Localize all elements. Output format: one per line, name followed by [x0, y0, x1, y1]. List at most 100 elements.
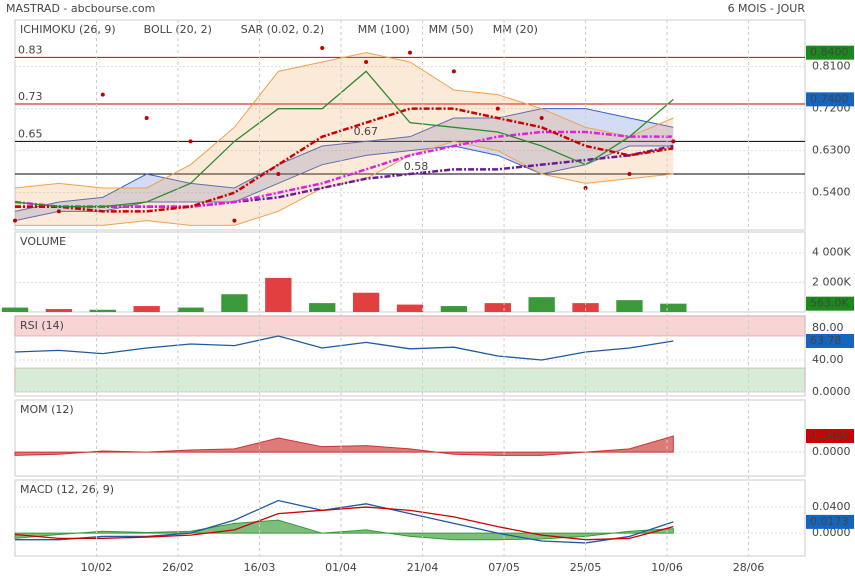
sar-dot — [539, 116, 544, 120]
y-tick-label: 4 000K — [812, 246, 851, 259]
value-box — [806, 333, 854, 348]
bar — [89, 309, 116, 312]
series-line — [14, 506, 674, 541]
note: 0.67 — [354, 125, 379, 138]
y-tick-label: 0.0400 — [812, 500, 851, 513]
y-tick-label: 0.0000 — [812, 385, 851, 398]
bar — [528, 297, 555, 312]
y-tick-label: 0.0000 — [812, 526, 851, 539]
bar — [352, 292, 380, 312]
bar — [440, 306, 468, 312]
panel — [14, 399, 806, 477]
sar-dot — [232, 218, 237, 223]
level-label: 0.65 — [18, 127, 43, 140]
sar-dot — [144, 116, 149, 120]
y-tick-label: 80.00 — [812, 321, 844, 334]
legend-item: BOLL (20, 2) — [144, 23, 212, 36]
period: 6 MOIS - JOUR — [728, 2, 806, 15]
value-box-label: 0.8400 — [810, 46, 849, 59]
legend-item: MM (100) — [358, 23, 410, 36]
y-tick-label: 0.0000 — [812, 445, 851, 458]
value-box — [806, 45, 854, 60]
value-box — [806, 429, 854, 444]
sar-dot — [13, 218, 17, 223]
bar — [484, 303, 511, 312]
sar-dot — [56, 209, 61, 214]
panel-title: VOLUME — [20, 235, 66, 248]
value-box-label: 563.0K — [810, 297, 849, 310]
sar-dot — [364, 60, 369, 64]
bar — [660, 303, 687, 312]
series-line — [15, 499, 674, 544]
value-box-label: 0.7400 — [810, 92, 849, 105]
sar-dot — [671, 139, 676, 144]
value-box-label: 0.1480 — [810, 429, 849, 442]
bar — [616, 300, 643, 312]
band-lower — [15, 140, 674, 226]
x-tick-label: 26/02 — [162, 561, 194, 574]
x-tick-label: 28/06 — [733, 561, 765, 574]
x-tick-label: 07/05 — [488, 561, 520, 574]
sar-dot — [627, 172, 632, 176]
page-title: MASTRAD - abcbourse.com — [6, 2, 155, 15]
panel — [14, 19, 806, 231]
value-box — [806, 92, 854, 107]
series-line — [15, 107, 674, 213]
y-tick-label: 2 000K — [812, 275, 851, 288]
legend-item: MM (50) — [429, 23, 474, 36]
x-tick-label: 10/02 — [81, 561, 113, 574]
series-line — [14, 335, 674, 361]
bar — [309, 303, 336, 312]
x-tick-label: 21/04 — [407, 561, 439, 574]
bar — [572, 303, 599, 312]
sar-dot — [320, 46, 325, 50]
x-tick-label: 16/03 — [244, 561, 276, 574]
bar — [396, 304, 424, 312]
y-tick-label: 40.00 — [812, 353, 844, 366]
area — [14, 435, 674, 456]
sar-dot — [100, 92, 105, 97]
bar — [133, 306, 160, 312]
bar — [221, 294, 248, 312]
panel-title: MACD (12, 26, 9) — [20, 483, 114, 496]
legend-item: ICHIMOKU (26, 9) — [20, 23, 116, 36]
x-tick-label: 01/04 — [325, 561, 357, 574]
panel-title: RSI (14) — [20, 319, 64, 332]
value-box — [806, 296, 854, 311]
level-label: 0.58 — [404, 160, 429, 173]
panel-title: MOM (12) — [20, 403, 74, 416]
x-tick-label: 25/05 — [570, 561, 602, 574]
bar — [265, 277, 292, 312]
level-label: 0.73 — [18, 90, 43, 103]
bar — [1, 307, 29, 312]
y-tick-label: 0.8100 — [812, 60, 851, 73]
band-upper — [14, 108, 674, 212]
panel — [14, 231, 806, 313]
value-box-label: 0.0173 — [810, 515, 849, 528]
sar-dot — [188, 139, 193, 144]
series-line — [14, 130, 674, 208]
bar — [177, 307, 204, 312]
x-tick-label: 10/06 — [651, 561, 683, 574]
legend-item: MM (20) — [493, 23, 538, 36]
panel — [14, 479, 806, 557]
zone — [14, 367, 806, 393]
sar-dot — [451, 69, 456, 74]
level-label: 0.83 — [18, 43, 43, 56]
value-box — [806, 514, 854, 529]
band-fill — [15, 108, 674, 221]
y-tick-label: 0.5400 — [812, 186, 851, 199]
value-box-label: 63.78 — [810, 334, 842, 347]
sar-dot — [276, 172, 281, 176]
sar-dot — [495, 106, 500, 111]
sar-dot — [408, 50, 412, 55]
zone — [14, 315, 806, 337]
band-fill — [15, 52, 674, 226]
y-tick-label: 0.6300 — [812, 144, 851, 157]
band-upper — [14, 52, 674, 189]
bar — [45, 309, 73, 312]
legend-item: SAR (0.02, 0.2) — [241, 23, 324, 36]
series-line — [14, 70, 674, 208]
